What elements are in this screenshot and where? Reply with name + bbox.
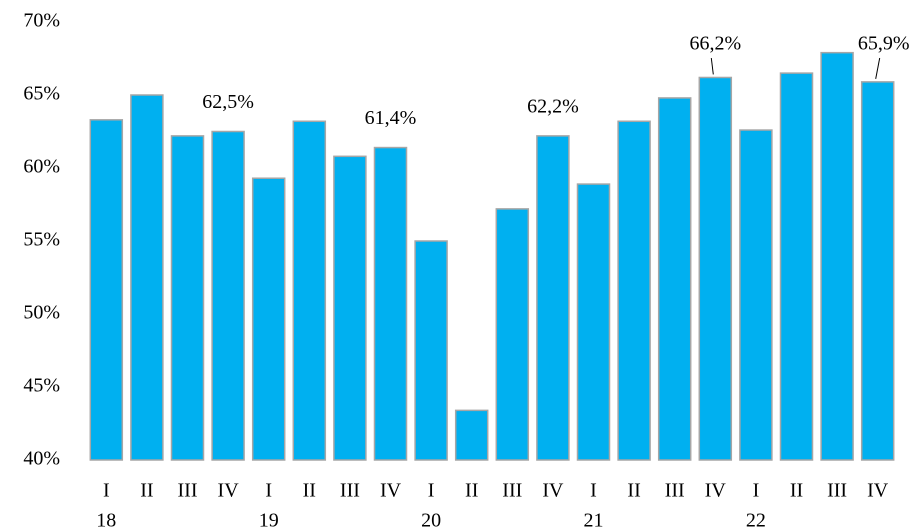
x-tick-label: III	[178, 480, 198, 502]
bar	[495, 208, 530, 461]
x-tick-label: IV	[705, 480, 727, 502]
x-tick-label: II	[627, 480, 640, 502]
y-tick-label: 60%	[23, 156, 60, 178]
x-tick-label: III	[665, 480, 685, 502]
y-tick-label: 65%	[23, 83, 60, 105]
x-tick-label: II	[465, 480, 478, 502]
bar	[130, 94, 164, 461]
bar	[617, 120, 651, 461]
x-tick-label: I	[103, 480, 110, 502]
year-label: 21	[584, 510, 604, 532]
bar	[333, 155, 367, 461]
x-tick-label: IV	[380, 480, 402, 502]
x-tick-label: II	[790, 480, 803, 502]
value-label: 66,2%	[689, 33, 741, 55]
x-tick-label: I	[590, 480, 597, 502]
bar	[211, 130, 245, 461]
x-tick-label: III	[827, 480, 847, 502]
bar	[373, 146, 408, 461]
x-tick-label: I	[753, 480, 760, 502]
x-tick-label: IV	[218, 480, 240, 502]
year-label: 18	[96, 510, 116, 532]
x-tick-label: I	[428, 480, 435, 502]
value-label: 61,4%	[365, 107, 417, 129]
bar	[454, 409, 489, 461]
x-tick-label: I	[265, 480, 272, 502]
x-tick-label: III	[502, 480, 522, 502]
bar	[414, 240, 448, 461]
bar	[739, 129, 773, 461]
value-label: 62,2%	[527, 95, 579, 117]
year-label: 20	[421, 510, 441, 532]
bar	[251, 177, 286, 461]
y-tick-label: 45%	[23, 375, 60, 397]
x-tick-label: II	[303, 480, 316, 502]
x-tick-label: II	[140, 480, 153, 502]
bar	[820, 51, 854, 461]
bar	[860, 81, 895, 461]
year-label: 22	[746, 510, 766, 532]
bar	[89, 119, 124, 461]
leader-line	[710, 57, 714, 75]
bar	[698, 76, 733, 461]
x-tick-label: IV	[542, 480, 564, 502]
year-label: 19	[259, 510, 279, 532]
y-tick-label: 50%	[23, 302, 60, 324]
x-tick-label: IV	[867, 480, 889, 502]
leader-line	[875, 57, 881, 79]
bar	[657, 97, 692, 461]
y-tick-label: 70%	[23, 10, 60, 32]
y-tick-label: 55%	[23, 229, 60, 251]
bar	[576, 183, 611, 461]
y-tick-label: 40%	[23, 448, 60, 470]
x-tick-label: III	[340, 480, 360, 502]
bar	[779, 72, 814, 461]
bar	[292, 120, 327, 461]
value-label: 62,5%	[202, 91, 254, 113]
bar	[170, 135, 205, 461]
bar	[536, 135, 570, 461]
value-label: 65,9%	[858, 33, 910, 55]
